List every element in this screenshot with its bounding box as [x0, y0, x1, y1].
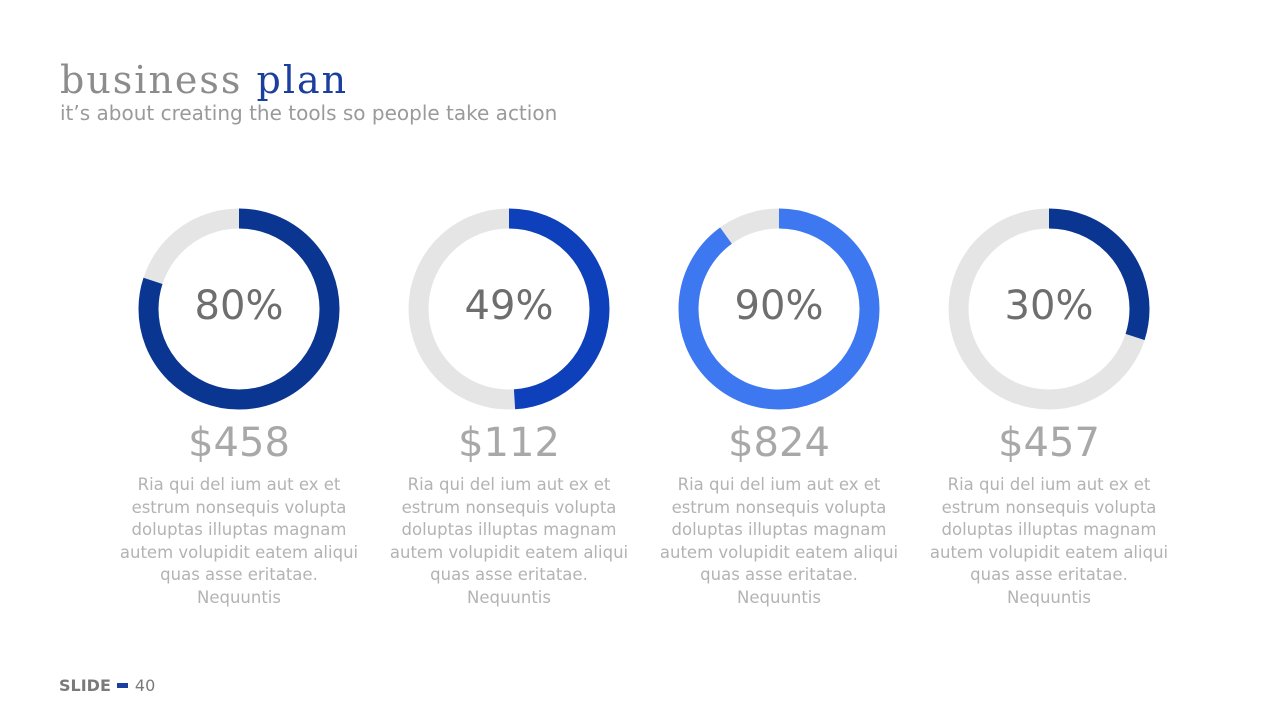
- donut-1: [138, 208, 340, 410]
- donut-value-arc: [678, 208, 880, 410]
- slide-number: 40: [134, 676, 156, 695]
- page-subtitle: it’s about creating the tools so people …: [60, 101, 558, 125]
- donut-percent-label: 80%: [194, 283, 284, 329]
- donut-3: [678, 208, 880, 410]
- donut-percent-label: 90%: [734, 283, 824, 329]
- donut-value-arc: [948, 208, 1150, 410]
- amount-description: Ria qui del ium aut ex et estrum nonsequ…: [929, 475, 1169, 607]
- page-title: business plan: [60, 58, 557, 102]
- donut-2: [408, 208, 610, 410]
- amount-value: $458: [188, 420, 290, 466]
- amount-value: $824: [728, 420, 830, 466]
- amount-description: Ria qui del ium aut ex et estrum nonsequ…: [389, 475, 629, 607]
- title-part-2: plan: [256, 58, 349, 102]
- donut-percent-label: 49%: [464, 283, 554, 329]
- donut-value-arc: [138, 208, 340, 410]
- title-block: business plan it’s about creating the to…: [60, 58, 557, 126]
- donut-4: [948, 208, 1150, 410]
- title-part-1: business: [60, 58, 243, 102]
- slide-label: SLIDE: [59, 676, 111, 695]
- donut-percent-label: 30%: [1004, 283, 1094, 329]
- amount-description: Ria qui del ium aut ex et estrum nonsequ…: [119, 475, 359, 607]
- slide-footer: SLIDE 40: [59, 676, 155, 695]
- donut-value-arc: [408, 208, 610, 410]
- amount-description: Ria qui del ium aut ex et estrum nonsequ…: [659, 475, 899, 607]
- slide-marker: [116, 683, 128, 688]
- amount-value: $112: [458, 420, 560, 466]
- amount-value: $457: [998, 420, 1100, 466]
